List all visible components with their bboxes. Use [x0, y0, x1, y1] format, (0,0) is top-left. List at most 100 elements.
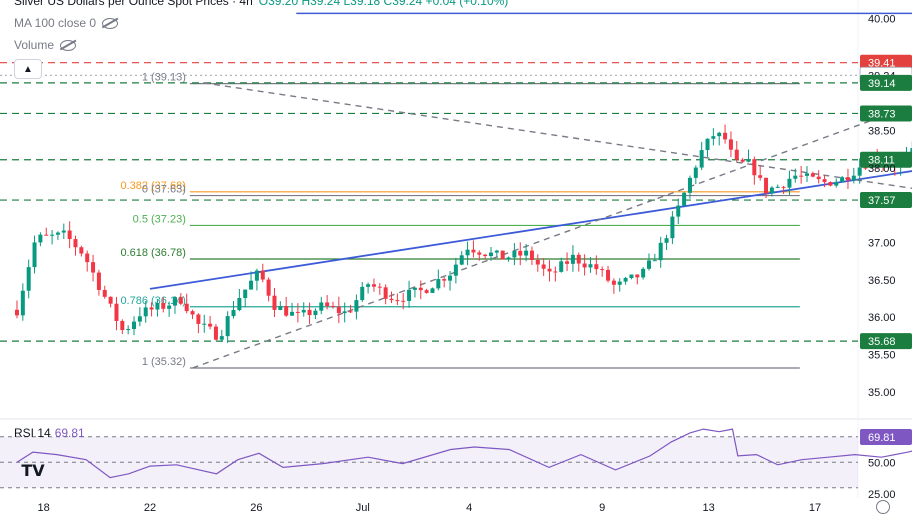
candle-body	[366, 284, 371, 287]
candle-body	[61, 230, 66, 233]
eye-off-icon[interactable]	[60, 39, 77, 51]
price-level-badge	[860, 333, 912, 350]
candle-body	[290, 311, 295, 316]
candle-body	[231, 310, 236, 317]
candle-body	[114, 303, 119, 321]
candle-body	[448, 275, 453, 281]
candle-body	[184, 303, 189, 312]
candle-body	[529, 250, 534, 260]
candle-body	[828, 182, 833, 186]
candle-body	[652, 260, 657, 262]
candle-body	[389, 298, 394, 301]
rsi-label: RSI 14	[14, 426, 51, 440]
trendline	[149, 170, 912, 290]
candle-body	[371, 284, 376, 287]
collapse-legend-button[interactable]: ▲	[14, 59, 42, 79]
candle-body	[91, 262, 96, 273]
candle-body	[325, 302, 330, 307]
candle-body	[295, 311, 300, 313]
candle-body	[208, 323, 213, 327]
candle-body	[430, 288, 435, 293]
candle-body	[658, 242, 663, 261]
candle-body	[272, 295, 277, 310]
candle-body	[26, 267, 31, 291]
candle-body	[149, 307, 154, 310]
candle-body	[418, 287, 423, 291]
candle-body	[38, 234, 43, 243]
price-level-badge-label: 37.57	[868, 195, 896, 207]
x-tick-label: Jul	[356, 502, 370, 513]
candle-body	[237, 298, 242, 311]
candle-body	[459, 255, 464, 265]
y-tick-label: 36.50	[868, 275, 896, 287]
candle-body	[723, 132, 728, 140]
candle-body	[758, 175, 763, 178]
candle-body	[559, 261, 564, 272]
candle-body	[73, 239, 78, 248]
candle-body	[360, 286, 365, 301]
candle-body	[623, 277, 628, 282]
ma-legend[interactable]: MA 100 close 0	[14, 16, 119, 30]
candle-body	[102, 289, 107, 297]
price-level-badge-label: 38.11	[868, 155, 895, 167]
candle-body	[465, 249, 470, 256]
fib-level-label: 0 (37.63)	[142, 184, 186, 196]
candle-body	[266, 279, 271, 296]
price-level-badge	[860, 151, 912, 168]
candle-body	[85, 253, 90, 263]
candle-body	[840, 177, 845, 182]
candle-body	[407, 289, 412, 301]
candle-body	[330, 306, 335, 308]
candle-body	[471, 249, 476, 253]
x-tick-label: 13	[702, 502, 714, 513]
candle-body	[576, 254, 581, 264]
candle-body	[641, 268, 646, 278]
candle-body	[401, 300, 406, 302]
candle-body	[453, 264, 458, 276]
candle-body	[764, 177, 769, 194]
candle-body	[553, 271, 558, 273]
candle-body	[178, 297, 183, 304]
candle-body	[79, 247, 84, 254]
chart-title: Silver US Dollars per Ounce Spot Prices …	[14, 0, 253, 8]
candle-body	[617, 281, 622, 285]
x-tick-label: 22	[144, 502, 156, 513]
trendline	[192, 104, 912, 369]
price-level-badge-label: 38.73	[868, 108, 896, 120]
candle-body	[354, 300, 359, 312]
candle-body	[284, 306, 289, 316]
volume-legend[interactable]: Volume	[14, 38, 77, 52]
candle-body	[793, 175, 798, 179]
price-level-badge-label: 39.41	[868, 58, 896, 70]
candle-body	[699, 150, 704, 168]
price-level-badge	[860, 192, 912, 209]
candle-body	[781, 186, 786, 188]
candle-body	[488, 252, 493, 257]
ma-label: MA 100 close 0	[14, 16, 97, 30]
candle-body	[436, 279, 441, 289]
candle-body	[348, 311, 353, 313]
candle-body	[132, 321, 137, 329]
candle-body	[55, 232, 60, 235]
candle-body	[143, 307, 148, 317]
candle-body	[254, 270, 259, 281]
eye-off-icon[interactable]	[102, 17, 119, 29]
candle-body	[816, 176, 821, 180]
y-tick-label: 35.00	[868, 387, 896, 399]
candle-body	[682, 192, 687, 206]
candle-body	[740, 159, 745, 162]
candle-body	[775, 186, 780, 188]
candle-body	[646, 260, 651, 269]
candle-body	[746, 159, 751, 162]
candle-body	[161, 302, 166, 309]
settings-icon[interactable]	[876, 500, 890, 514]
candle-body	[301, 309, 306, 313]
trendline	[203, 82, 912, 189]
candle-body	[629, 274, 634, 278]
candle-body	[225, 316, 230, 337]
fib-level-label: 0.618 (36.78)	[120, 247, 185, 259]
candle-body	[541, 264, 546, 269]
y-tick-label: 38.50	[868, 126, 896, 138]
candle-body	[717, 132, 722, 137]
